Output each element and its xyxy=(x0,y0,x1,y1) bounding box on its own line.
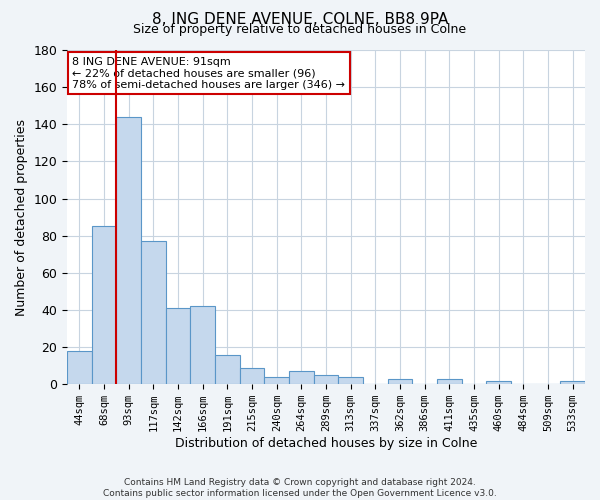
Y-axis label: Number of detached properties: Number of detached properties xyxy=(15,118,28,316)
Bar xyxy=(388,378,412,384)
Bar xyxy=(560,380,585,384)
Bar xyxy=(67,351,92,384)
Bar xyxy=(289,371,314,384)
Text: 8, ING DENE AVENUE, COLNE, BB8 9PA: 8, ING DENE AVENUE, COLNE, BB8 9PA xyxy=(152,12,448,28)
Bar xyxy=(116,117,141,384)
Bar xyxy=(166,308,190,384)
Bar xyxy=(141,241,166,384)
Text: Contains HM Land Registry data © Crown copyright and database right 2024.
Contai: Contains HM Land Registry data © Crown c… xyxy=(103,478,497,498)
Bar xyxy=(487,380,511,384)
Text: Size of property relative to detached houses in Colne: Size of property relative to detached ho… xyxy=(133,22,467,36)
X-axis label: Distribution of detached houses by size in Colne: Distribution of detached houses by size … xyxy=(175,437,477,450)
Bar xyxy=(215,354,240,384)
Bar xyxy=(437,378,462,384)
Bar xyxy=(265,377,289,384)
Bar xyxy=(92,226,116,384)
Bar xyxy=(314,375,338,384)
Bar xyxy=(240,368,265,384)
Text: 8 ING DENE AVENUE: 91sqm
← 22% of detached houses are smaller (96)
78% of semi-d: 8 ING DENE AVENUE: 91sqm ← 22% of detach… xyxy=(73,56,346,90)
Bar xyxy=(338,377,363,384)
Bar xyxy=(190,306,215,384)
